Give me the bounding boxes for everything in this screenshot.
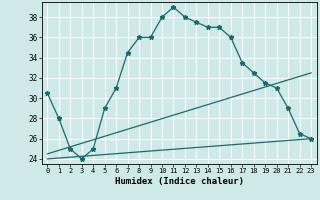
X-axis label: Humidex (Indice chaleur): Humidex (Indice chaleur) [115,177,244,186]
